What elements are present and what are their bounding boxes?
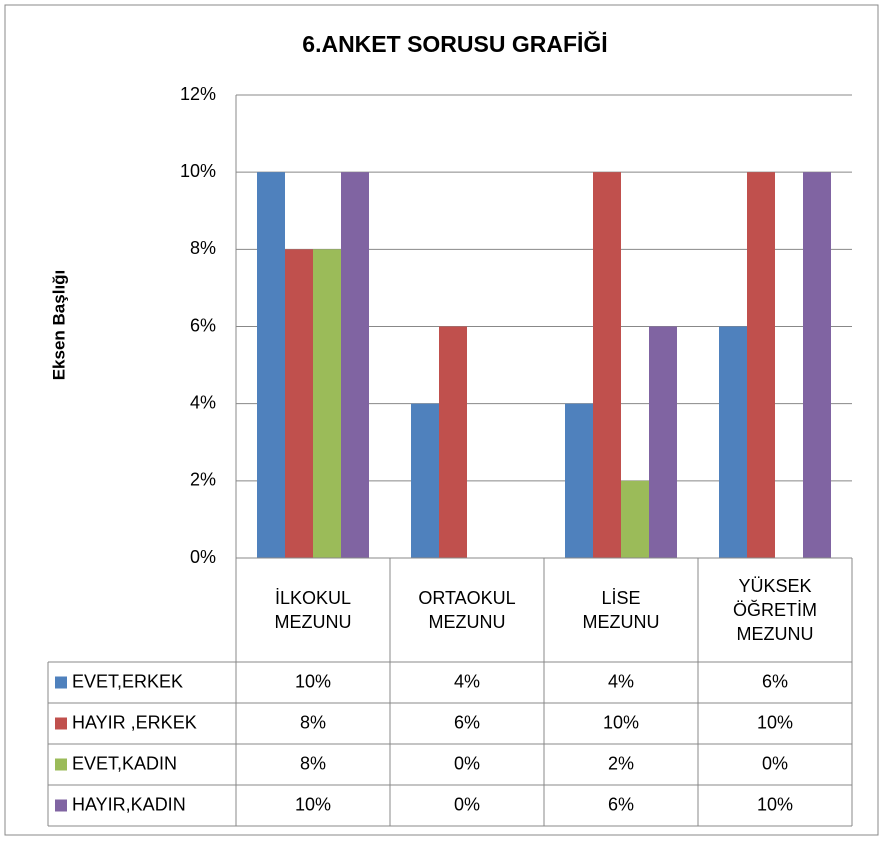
table-value: 10%	[757, 794, 793, 814]
table-value: 10%	[757, 712, 793, 732]
legend-swatch	[55, 676, 67, 689]
table-value: 10%	[603, 712, 639, 732]
y-tick-label: 10%	[180, 161, 216, 181]
bar	[341, 172, 369, 558]
bar	[257, 172, 285, 558]
table-value: 6%	[762, 671, 788, 691]
x-tick-label: İLKOKUL MEZUNU	[274, 588, 352, 632]
table-value: 2%	[608, 753, 634, 773]
y-tick-label: 8%	[190, 238, 216, 258]
legend-label: HAYIR ,ERKEK	[72, 712, 197, 732]
bar	[285, 249, 313, 559]
legend-label: EVET,KADIN	[72, 753, 177, 773]
y-axis-label: Eksen Başlığı	[49, 270, 68, 381]
table-value: 10%	[295, 671, 331, 691]
table-value: 10%	[295, 794, 331, 814]
y-tick-label: 2%	[190, 470, 216, 490]
bar	[439, 326, 467, 558]
table-value: 0%	[762, 753, 788, 773]
bar	[719, 326, 747, 558]
bar	[649, 326, 677, 558]
bar	[593, 172, 621, 558]
table-value: 6%	[608, 794, 634, 814]
x-tick-label: YÜKSEK ÖĞRETİM MEZUNU	[733, 576, 817, 644]
table-value: 4%	[608, 671, 634, 691]
table-value: 0%	[454, 753, 480, 773]
legend-label: HAYIR,KADIN	[72, 794, 186, 814]
table-value: 4%	[454, 671, 480, 691]
table-value: 8%	[300, 712, 326, 732]
bar	[803, 172, 831, 558]
bar	[565, 403, 593, 558]
y-tick-label: 0%	[190, 547, 216, 567]
legend-swatch	[55, 717, 67, 730]
legend-swatch	[55, 799, 67, 812]
legend-label: EVET,ERKEK	[72, 671, 183, 691]
x-tick-label: ORTAOKUL MEZUNU	[418, 588, 516, 632]
chart-title: 6.ANKET SORUSU GRAFİĞİ	[302, 30, 607, 57]
bar	[621, 480, 649, 558]
y-tick-label: 12%	[180, 84, 216, 104]
table-value: 8%	[300, 753, 326, 773]
y-tick-label: 6%	[190, 315, 216, 335]
y-tick-label: 4%	[190, 392, 216, 412]
bar	[313, 249, 341, 559]
x-tick-label: LİSE MEZUNU	[582, 588, 660, 632]
bar	[411, 403, 439, 558]
table-value: 0%	[454, 794, 480, 814]
bar	[747, 172, 775, 558]
legend-swatch	[55, 758, 67, 771]
table-value: 6%	[454, 712, 480, 732]
